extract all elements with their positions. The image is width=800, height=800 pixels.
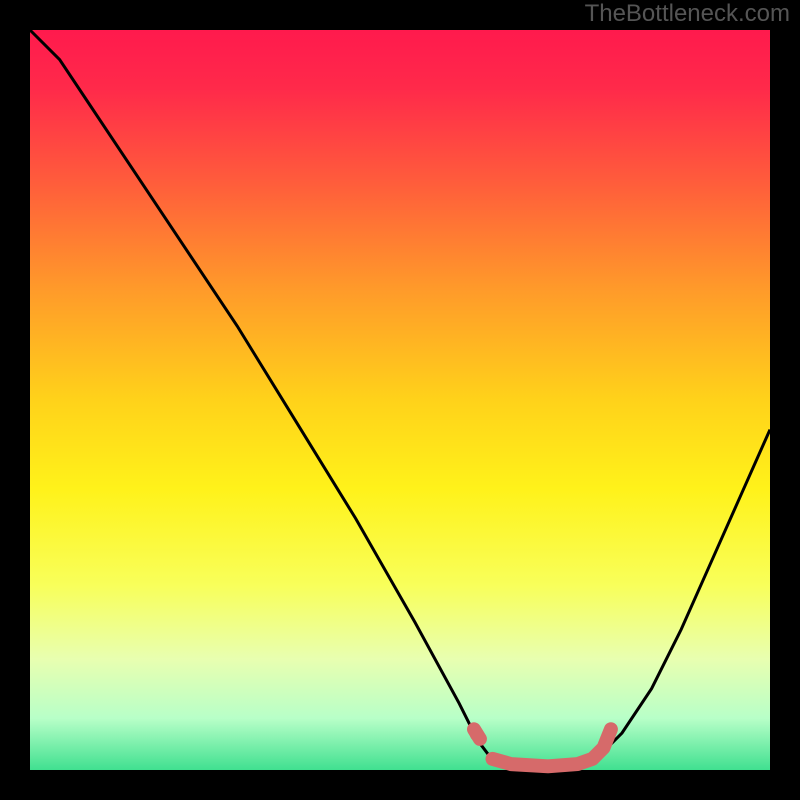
- bottleneck-chart: [0, 0, 800, 800]
- highlight-segment: [474, 729, 480, 739]
- chart-plot-area: [30, 30, 770, 770]
- watermark-text: TheBottleneck.com: [585, 0, 790, 28]
